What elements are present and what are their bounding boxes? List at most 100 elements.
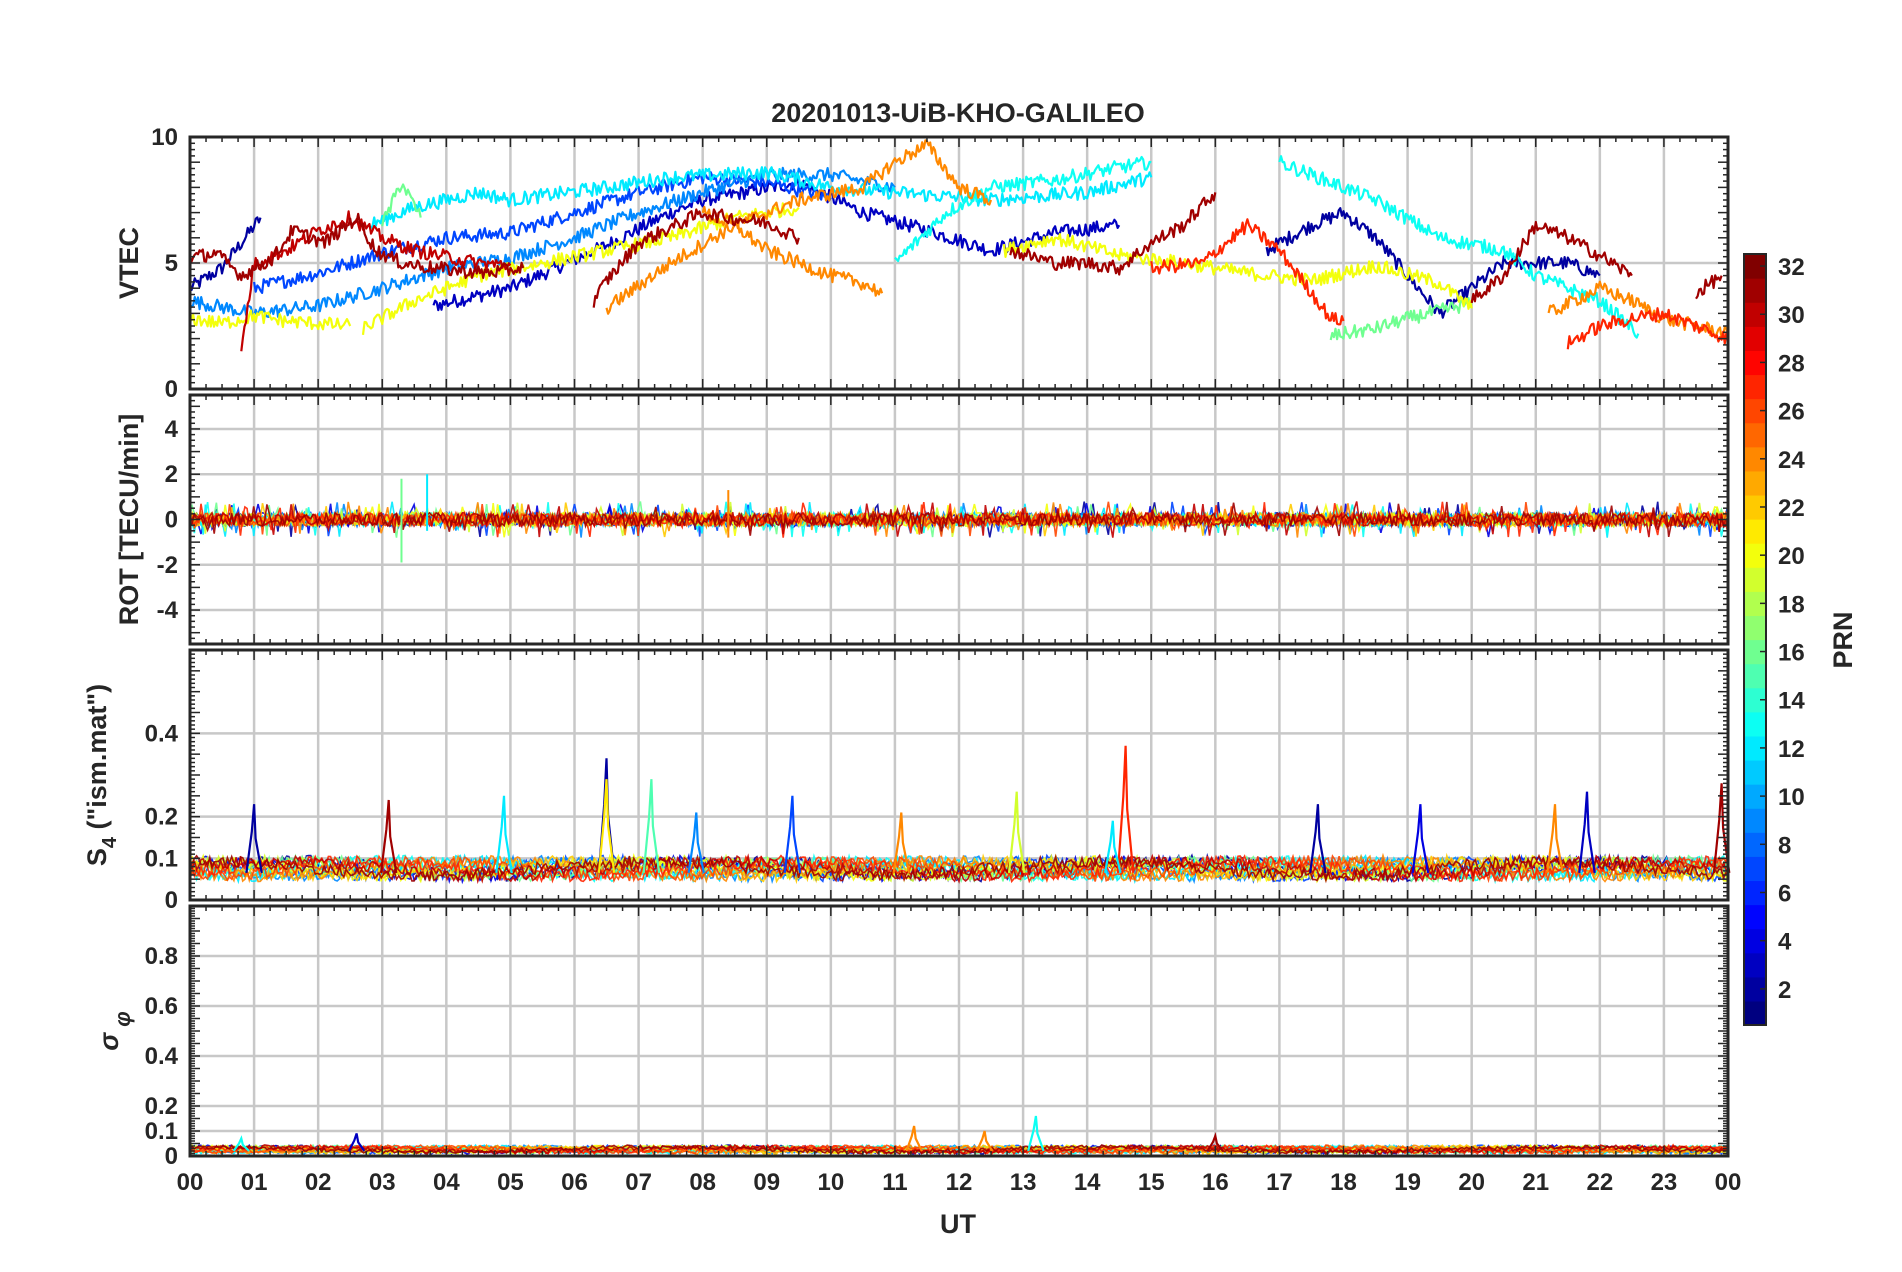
vtec-series-prn-16 <box>1329 296 1473 341</box>
panel-frame <box>188 393 1730 646</box>
panel-frame <box>188 135 1730 391</box>
x-tick-label: 14 <box>1074 1169 1101 1196</box>
vtec-series-prn-16 <box>381 183 422 227</box>
s4-peak <box>642 779 661 874</box>
colorbar-tick-label: 12 <box>1778 736 1805 763</box>
y-axis-label: σφ <box>94 1011 135 1050</box>
y-tick-label: 0.2 <box>145 1093 178 1120</box>
s4-peak <box>245 804 263 874</box>
s4-peak <box>1309 804 1327 874</box>
colorbar-segment <box>1744 808 1766 833</box>
s4-peak <box>597 779 616 874</box>
panel-s4: 0 0.1 0.2 0.4 S4 ("ism.mat") <box>82 648 1731 914</box>
x-tick-label: 23 <box>1651 1169 1678 1196</box>
colorbar-segment <box>1744 615 1766 641</box>
s4-peak <box>1411 804 1430 874</box>
y-tick-label: 0 <box>165 507 178 534</box>
panel-vtec: 0 5 10 VTEC <box>114 124 1730 403</box>
panel-frame <box>188 648 1730 902</box>
y-tick-label: 4 <box>165 416 179 443</box>
x-tick-label: 19 <box>1394 1169 1421 1196</box>
colorbar-segment <box>1744 567 1766 592</box>
colorbar-tick-label: 14 <box>1778 688 1805 715</box>
colorbar-tick-label: 20 <box>1778 543 1805 570</box>
vtec-series-prn-20 <box>188 309 352 331</box>
sigma_phi-peak <box>905 1125 923 1152</box>
colorbar-tick-label: 26 <box>1778 399 1805 426</box>
colorbar-segment <box>1744 543 1766 568</box>
colorbar-segment <box>1744 639 1766 665</box>
x-tick-label: 15 <box>1138 1169 1165 1196</box>
sigma_phi-peak <box>975 1130 994 1152</box>
y-tick-label: 5 <box>165 250 178 277</box>
colorbar-segment <box>1744 663 1766 689</box>
colorbar-segment <box>1744 711 1766 737</box>
s4-peak <box>1007 791 1026 874</box>
x-tick-label: 12 <box>946 1169 973 1196</box>
x-tick-label: 18 <box>1330 1169 1357 1196</box>
colorbar-tick-label: 8 <box>1778 832 1791 859</box>
x-tick-label: 13 <box>1010 1169 1037 1196</box>
colorbar-segment <box>1744 591 1766 617</box>
colorbar-segment <box>1744 326 1766 351</box>
x-tick-label: 05 <box>497 1169 524 1196</box>
colorbar-segment <box>1744 494 1766 520</box>
s4-peak <box>687 812 705 874</box>
x-tick-label: 16 <box>1202 1169 1229 1196</box>
vtec-series-prn-31 <box>1009 192 1217 276</box>
s4-peak <box>783 795 802 874</box>
s4-peak <box>892 812 911 874</box>
x-tick-label: 22 <box>1586 1169 1613 1196</box>
y-tick-label: -2 <box>157 552 178 579</box>
x-tick-label: 21 <box>1522 1169 1549 1196</box>
y-tick-label: 2 <box>165 461 178 488</box>
colorbar-segment <box>1744 759 1766 785</box>
colorbar-segment <box>1744 735 1766 761</box>
x-tick-label: 01 <box>241 1169 268 1196</box>
s4-peak <box>1104 820 1122 874</box>
colorbar-segment <box>1744 687 1766 713</box>
colorbar-tick-label: 22 <box>1778 495 1805 522</box>
colorbar-tick-label: 6 <box>1778 880 1791 907</box>
panel-frame <box>188 904 1730 1158</box>
colorbar-segment <box>1744 350 1766 376</box>
x-tick-label: 03 <box>369 1169 396 1196</box>
panel-data <box>188 139 1730 352</box>
vtec-series-prn-31 <box>1470 220 1633 304</box>
colorbar-tick-label: 16 <box>1778 640 1805 667</box>
vtec-series-prn-31 <box>592 208 800 308</box>
colorbar-segment <box>1744 856 1766 882</box>
y-axis-label: VTEC <box>114 227 144 299</box>
colorbar-tick-label: 2 <box>1778 977 1791 1004</box>
colorbar-segment <box>1744 1000 1766 1026</box>
colorbar-segment <box>1744 952 1766 978</box>
sigma_phi-peak <box>232 1135 250 1152</box>
vtec-series-prn-27 <box>1566 307 1730 350</box>
vtec-series-prn-13 <box>1278 155 1640 339</box>
x-tick-label: 09 <box>753 1169 780 1196</box>
colorbar-tick-label: 28 <box>1778 350 1805 377</box>
colorbar-label: PRN <box>1828 611 1858 668</box>
colorbar-segment <box>1744 278 1766 303</box>
y-tick-label: 0.6 <box>145 993 178 1020</box>
x-tick-label: 04 <box>433 1169 460 1196</box>
y-tick-label: 0 <box>165 1143 178 1170</box>
colorbar-segment <box>1744 302 1766 327</box>
x-tick-label: 06 <box>561 1169 588 1196</box>
vtec-series-prn-13 <box>894 155 1152 263</box>
colorbar-segment <box>1744 880 1766 906</box>
chart-title: 20201013-UiB-KHO-GALILEO <box>771 98 1145 128</box>
colorbar-tick-label: 10 <box>1778 784 1805 811</box>
x-tick-label: 07 <box>625 1169 652 1196</box>
y-tick-label: 0 <box>165 887 178 914</box>
colorbar-segment <box>1744 832 1766 857</box>
panel-data <box>189 745 1731 885</box>
colorbar-segment <box>1744 928 1766 954</box>
x-tick-label: 17 <box>1266 1169 1293 1196</box>
x-axis-label: UT <box>940 1209 976 1239</box>
y-tick-label: 0 <box>165 376 178 403</box>
colorbar-segment <box>1744 422 1766 448</box>
